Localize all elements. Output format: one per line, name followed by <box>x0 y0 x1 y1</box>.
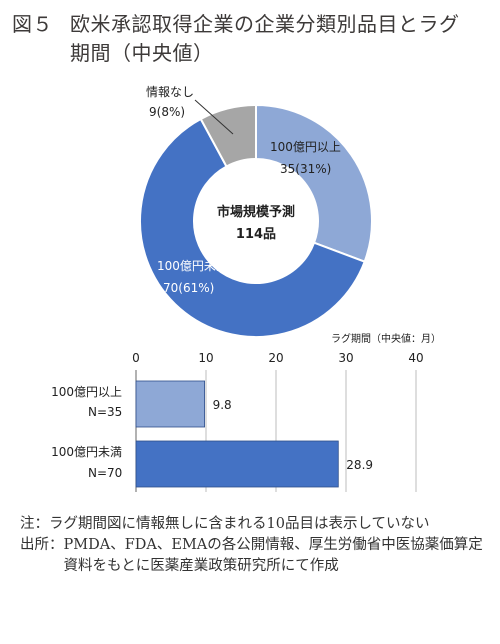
chart-title: 図５ 欧米承認取得企業の企業分類別品目とラグ 期間（中央値） <box>12 10 492 68</box>
slice-label-under100-name: 100億円未満 <box>157 259 228 273</box>
donut-slice-under100 <box>139 117 366 338</box>
note-row: 注： ラグ期間図に情報無しに含まれる10品目は表示していない <box>20 514 490 535</box>
bar-tick-label: 40 <box>408 351 423 365</box>
title-line-1: 欧米承認取得企業の企業分類別品目とラグ <box>70 12 460 36</box>
donut-center-line-2: 114品 <box>236 227 276 242</box>
slice-label-noinfo: 情報なし 9(8%) <box>146 85 234 135</box>
slice-label-over100: 100億円以上 35(31%) <box>270 140 341 176</box>
donut-slice-over100 <box>255 103 373 263</box>
bar-category-under100-line1: 100億円未満 <box>51 445 122 459</box>
note-head: 注： <box>20 516 49 532</box>
bar-chart: 0 10 20 30 40 9.8 28.9 <box>132 351 424 492</box>
slice-label-under100-value: 70(61%) <box>163 281 214 295</box>
bar-category-under100-line2: N=70 <box>88 466 122 480</box>
title-line-2: 期間（中央値） <box>70 41 214 65</box>
bar-over100 <box>135 380 205 428</box>
bar-under100 <box>135 440 339 488</box>
bar-value-label: 9.8 <box>213 398 232 412</box>
figure-number: 図５ <box>12 12 53 36</box>
slice-label-under100: 100億円未満 70(61%) <box>157 259 228 295</box>
bar-tick-label: 10 <box>198 351 213 365</box>
note-body: ラグ期間図に情報無しに含まれる10品目は表示していない <box>49 516 430 532</box>
donut-slice-noinfo <box>199 103 257 168</box>
donut-center-label: 市場規模予測 114品 <box>217 204 295 242</box>
slice-label-noinfo-leader <box>194 99 234 135</box>
slice-label-over100-name: 100億円以上 <box>270 140 341 154</box>
bar-value-label: 28.9 <box>346 458 373 472</box>
bar-tick-label: 20 <box>268 351 283 365</box>
bar-category-labels: 100億円以上 N=35 100億円未満 N=70 <box>51 385 122 480</box>
chart-canvas: 市場規模予測 114品 100億円以上 35(31%) 100億円未満 70(6… <box>51 85 441 492</box>
source-body: PMDA、FDA、EMAの各公開情報、厚生労働省中医協薬価算定資料をもとに医薬産… <box>63 537 483 574</box>
donut-chart <box>139 103 373 338</box>
bar-axis-title: ラグ期間（中央値：月） <box>331 332 441 345</box>
slice-label-over100-value: 35(31%) <box>280 162 331 176</box>
bar-category-over100-line2: N=35 <box>88 405 122 419</box>
bar-tick-label: 30 <box>338 351 353 365</box>
slice-label-noinfo-value: 9(8%) <box>149 105 185 119</box>
source-row: 出所： PMDA、FDA、EMAの各公開情報、厚生労働省中医協薬価算定資料をもと… <box>20 535 490 577</box>
slice-label-noinfo-name: 情報なし <box>146 85 194 99</box>
bar-tick-label: 0 <box>132 351 140 365</box>
source-head: 出所： <box>20 537 64 553</box>
bar-category-over100-line1: 100億円以上 <box>51 385 122 399</box>
footnotes: 注： ラグ期間図に情報無しに含まれる10品目は表示していない 出所： PMDA、… <box>20 514 490 577</box>
donut-center-line-1: 市場規模予測 <box>217 204 295 220</box>
